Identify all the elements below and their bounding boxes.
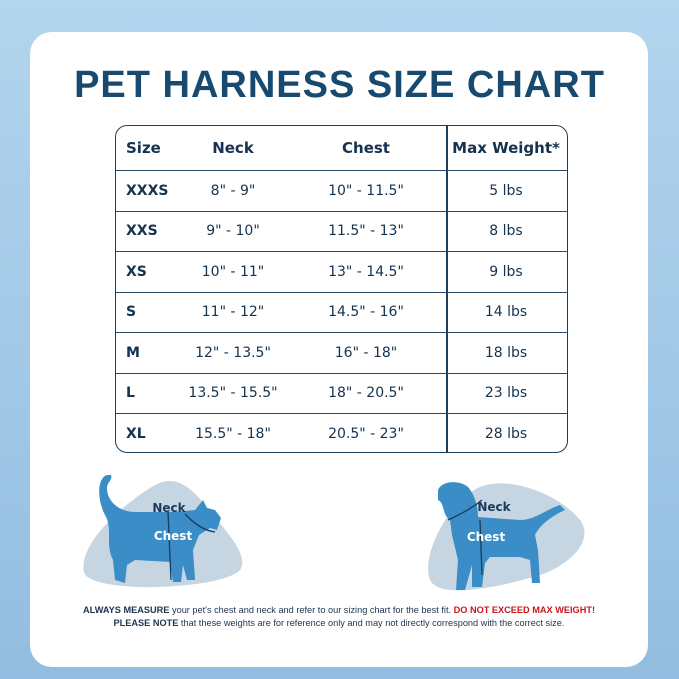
chest-cell: 14.5" - 16" [328,304,404,321]
dog-illustration: Neck Chest [428,482,585,591]
size-cell: XS [126,263,147,280]
max-weight-warning: DO NOT EXCEED MAX WEIGHT! [453,605,595,615]
cat-neck-label: Neck [152,501,186,515]
table-row: XL 15.5" - 18" 20.5" - 23" 28 lbs [116,414,567,452]
table-row: L 13.5" - 15.5" 18" - 20.5" 23 lbs [116,374,567,414]
size-cell: S [126,304,137,321]
dog-neck-label: Neck [477,500,511,514]
size-cell: XL [126,426,146,443]
cat-illustration: Neck Chest [83,475,243,588]
sizing-note: ALWAYS MEASURE your pet's chest and neck… [30,604,648,630]
page-title: PET HARNESS SIZE CHART [74,64,605,106]
note-text: your pet's chest and neck and refer to o… [169,605,454,615]
size-cell: XXS [126,223,158,240]
table-row: XXS 9" - 10" 11.5" - 13" 8 lbs [116,212,567,252]
max-weight-cell: 18 lbs [484,344,528,361]
max-weight-cell: 8 lbs [489,223,523,240]
neck-cell: 9" - 10" [206,223,260,240]
cat-silhouette-icon [99,475,221,583]
max-weight-cell: 23 lbs [484,385,528,402]
neck-cell: 12" - 13.5" [195,344,271,361]
neck-cell: 11" - 12" [201,304,265,321]
note-text: that these weights are for reference onl… [178,618,565,628]
table-row: XS 10" - 11" 13" - 14.5" 9 lbs [116,252,567,293]
size-table: Size Neck Chest Max Weight* XXXS 8" - 9" 10" -… [115,125,568,453]
table-header: Size Neck Chest Max Weight* [116,126,567,171]
max-weight-cell: 14 lbs [484,304,528,321]
table-row: S 11" - 12" 14.5" - 16" 14 lbs [116,293,567,333]
chest-cell: 10" - 11.5" [328,182,404,199]
size-cell: M [126,344,140,361]
chest-cell: 20.5" - 23" [328,426,404,443]
max-weight-cell: 28 lbs [484,426,528,443]
size-cell: L [126,385,135,402]
column-divider [446,126,448,452]
note-emphasis: ALWAYS MEASURE [82,605,170,615]
table-row: M 12" - 13.5" 16" - 18" 18 lbs [116,333,567,374]
table-row: XXXS 8" - 9" 10" - 11.5" 5 lbs [116,171,567,212]
max-weight-cell: Max Weight* [452,139,560,157]
chest-cell: 11.5" - 13" [328,223,404,240]
neck-cell: 15.5" - 18" [195,426,271,443]
chest-cell: Chest [342,139,390,157]
dog-chest-label: Chest [467,530,506,544]
size-cell: Size [126,139,161,157]
chest-cell: 16" - 18" [334,344,398,361]
size-cell: XXXS [126,182,169,199]
cat-chest-label: Chest [154,529,193,543]
neck-cell: Neck [212,139,254,157]
chest-cell: 18" - 20.5" [328,385,404,402]
chest-cell: 13" - 14.5" [328,263,404,280]
max-weight-cell: 5 lbs [489,182,523,199]
neck-cell: 10" - 11" [201,263,265,280]
neck-cell: 13.5" - 15.5" [188,385,278,402]
max-weight-cell: 9 lbs [489,263,523,280]
neck-cell: 8" - 9" [210,182,256,199]
note-emphasis: PLEASE NOTE [113,618,179,628]
